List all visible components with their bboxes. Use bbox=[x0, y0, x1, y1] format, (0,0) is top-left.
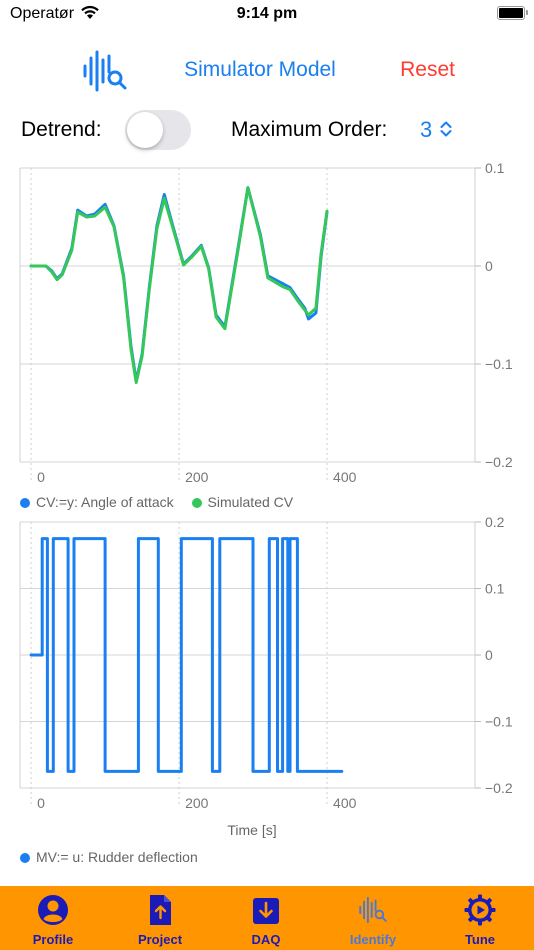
x-tick-label: 0 bbox=[37, 469, 45, 485]
controls-row: Detrend: Maximum Order: 3 bbox=[0, 108, 534, 152]
tab-label: Identify bbox=[349, 932, 397, 947]
cv-legend: CV:=y: Angle of attack Simulated CV bbox=[20, 494, 307, 510]
max-order-value[interactable]: 3 bbox=[420, 117, 433, 142]
x-tick-label: 400 bbox=[333, 469, 357, 485]
series-line-1 bbox=[29, 186, 329, 385]
mv-legend: MV:= u: Rudder deflection bbox=[20, 849, 212, 865]
tab-identify[interactable]: Identify bbox=[320, 886, 426, 950]
tab-label: Profile bbox=[32, 932, 74, 947]
y-tick-label: −0.1 bbox=[485, 714, 513, 730]
battery-icon bbox=[497, 6, 528, 20]
status-bar: Operatør 9:14 pm bbox=[0, 0, 534, 30]
tab-label: Project bbox=[137, 932, 183, 947]
x-axis-title: Time [s] bbox=[227, 822, 277, 838]
y-tick-label: −0.2 bbox=[485, 454, 513, 470]
y-tick-label: 0.1 bbox=[485, 160, 505, 176]
tab-bar: Profile Project DAQ Identify bbox=[0, 886, 534, 950]
x-tick-label: 0 bbox=[37, 795, 45, 811]
tab-project[interactable]: Project bbox=[107, 886, 213, 950]
page-title: Simulator Model bbox=[184, 58, 336, 81]
tab-tune[interactable]: Tune bbox=[427, 886, 533, 950]
tab-label: Tune bbox=[464, 932, 496, 947]
legend-dot-mv bbox=[20, 853, 30, 864]
y-tick-label: −0.2 bbox=[485, 780, 513, 796]
y-tick-label: 0.2 bbox=[485, 514, 505, 530]
detrend-toggle[interactable] bbox=[125, 110, 191, 150]
download-box-icon bbox=[253, 898, 279, 924]
y-tick-label: 0 bbox=[485, 647, 493, 663]
tab-profile[interactable]: Profile bbox=[0, 886, 106, 950]
legend-dot-cv bbox=[20, 498, 30, 509]
legend-dot-sim bbox=[191, 498, 202, 509]
x-tick-label: 200 bbox=[185, 795, 209, 811]
detrend-label: Detrend: bbox=[21, 118, 102, 141]
legend-label-mv: MV:= u: Rudder deflection bbox=[36, 849, 198, 865]
legend-label-sim: Simulated CV bbox=[207, 494, 294, 510]
reset-button[interactable]: Reset bbox=[400, 58, 455, 81]
waveform-search-icon bbox=[359, 896, 387, 924]
person-circle-icon bbox=[38, 895, 68, 925]
chevron-up-down-icon[interactable] bbox=[440, 120, 452, 138]
tab-label: DAQ bbox=[251, 932, 281, 947]
toggle-knob bbox=[127, 112, 163, 148]
carrier-label: Operatør bbox=[10, 5, 75, 22]
legend-item-sim: Simulated CV bbox=[191, 494, 294, 510]
tab-daq[interactable]: DAQ bbox=[213, 886, 319, 950]
status-time: 9:14 pm bbox=[236, 5, 298, 22]
y-tick-label: −0.1 bbox=[485, 356, 513, 372]
y-tick-label: 0 bbox=[485, 258, 493, 274]
series-line-0 bbox=[29, 537, 344, 773]
x-tick-label: 400 bbox=[333, 795, 357, 811]
max-order-label: Maximum Order: bbox=[231, 118, 388, 141]
legend-item-mv: MV:= u: Rudder deflection bbox=[20, 849, 198, 865]
legend-item-cv: CV:=y: Angle of attack bbox=[20, 494, 174, 510]
document-upload-icon bbox=[150, 895, 171, 925]
toolbar: Simulator Model Reset bbox=[0, 48, 534, 94]
cv-chart: 0.1 0 −0.1 −0.2 0 200 400 bbox=[19, 160, 513, 485]
mv-chart: 0.2 0.1 0 −0.1 −0.2 0 200 400 bbox=[19, 514, 513, 811]
legend-label-cv: CV:=y: Angle of attack bbox=[36, 494, 174, 510]
waveform-search-icon[interactable] bbox=[80, 50, 130, 92]
gear-play-icon bbox=[464, 894, 496, 926]
x-tick-label: 200 bbox=[185, 469, 209, 485]
y-tick-label: 0.1 bbox=[485, 581, 505, 597]
wifi-icon bbox=[81, 5, 99, 19]
